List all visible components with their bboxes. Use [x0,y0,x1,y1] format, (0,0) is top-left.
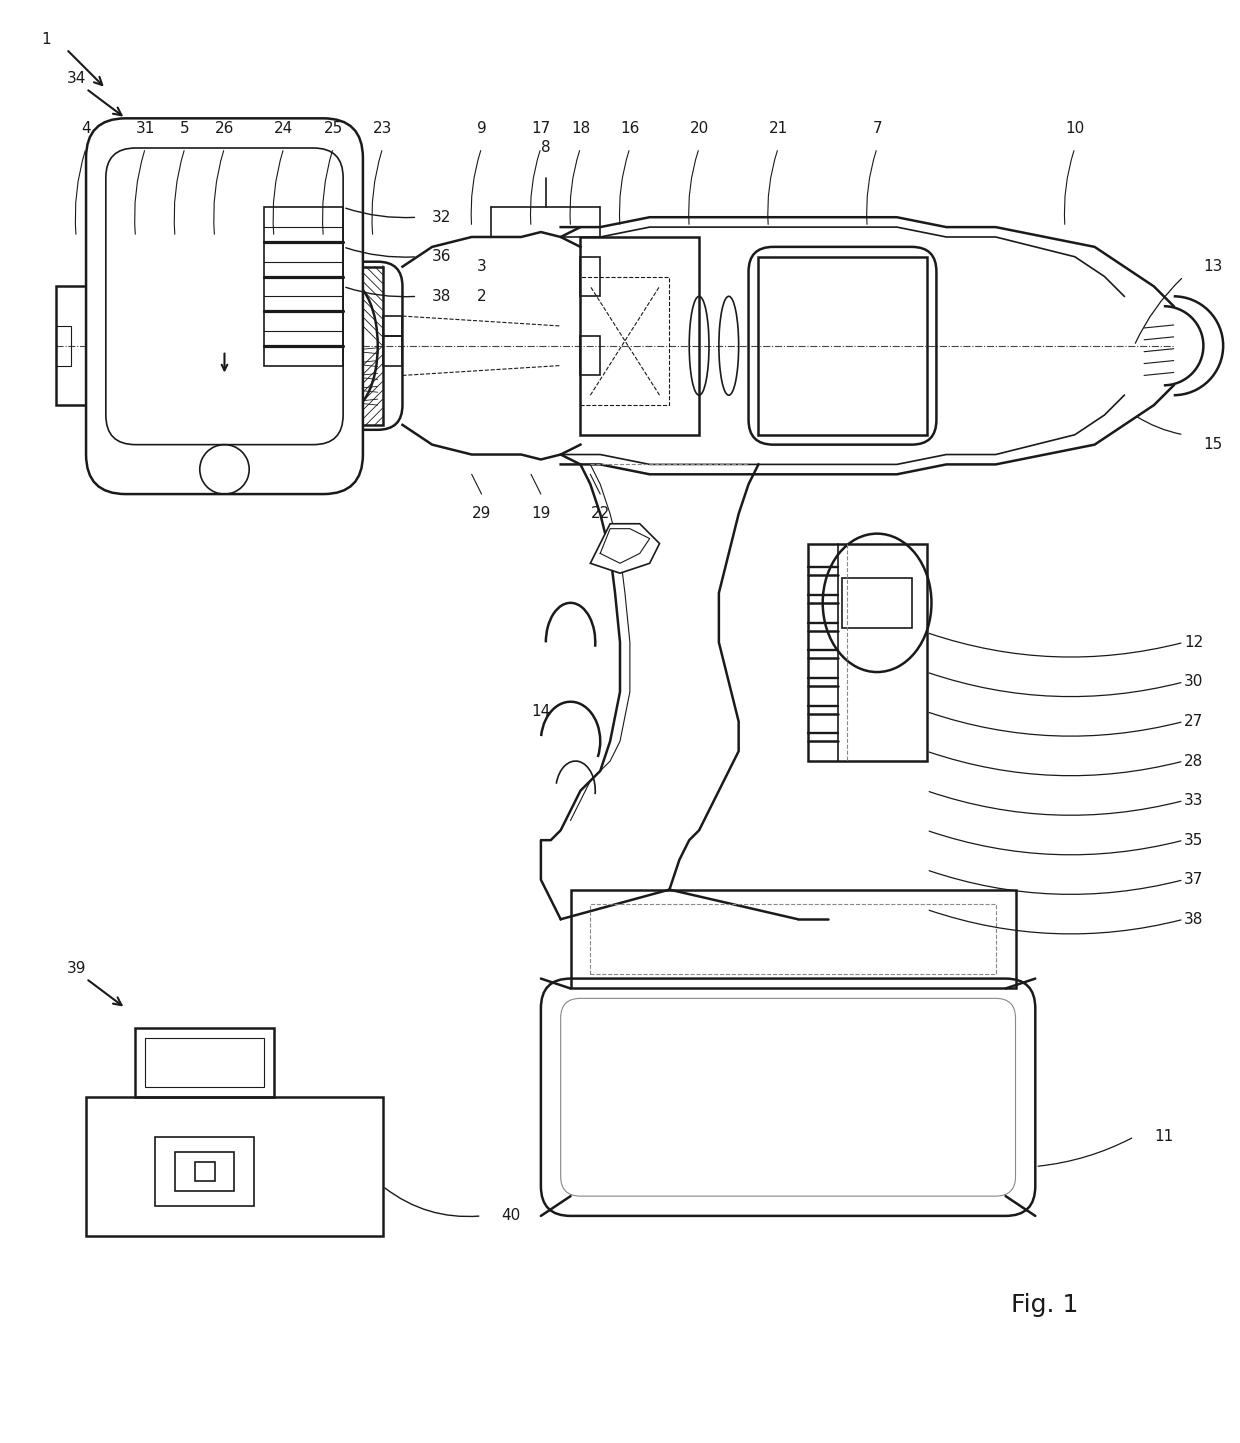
Text: 30: 30 [1184,674,1203,690]
Text: 36: 36 [432,250,451,264]
Bar [175,1152,234,1190]
Bar [580,277,670,405]
Bar [383,316,403,336]
Bar [842,579,911,628]
Text: 16: 16 [620,121,640,136]
Polygon shape [590,524,660,573]
Bar [145,1038,264,1088]
Bar [264,208,343,365]
Text: 32: 32 [432,209,451,225]
Text: 35: 35 [1184,833,1203,847]
Text: 8: 8 [541,140,551,156]
Text: 5: 5 [180,121,190,136]
Bar [56,286,86,405]
Text: 10: 10 [1065,121,1085,136]
Text: 28: 28 [1184,753,1203,769]
Bar [590,905,996,974]
Text: 12: 12 [1184,635,1203,649]
Text: 38: 38 [432,289,451,304]
Text: 22: 22 [590,506,610,521]
Bar [580,237,699,434]
Text: 15: 15 [1203,437,1223,452]
Text: 4: 4 [82,121,91,136]
FancyBboxPatch shape [86,118,363,494]
Text: 39: 39 [67,961,86,977]
Text: 24: 24 [274,121,294,136]
Text: 38: 38 [1184,912,1203,926]
Text: 33: 33 [1184,794,1203,808]
Text: 7: 7 [872,121,882,136]
Bar [155,1137,254,1206]
Bar [86,306,125,385]
Text: 9: 9 [476,121,486,136]
Bar [86,1097,383,1235]
Text: 13: 13 [1203,260,1223,274]
Text: Fig. 1: Fig. 1 [1012,1293,1079,1317]
Text: 2: 2 [476,289,486,304]
Bar [135,1027,274,1097]
Text: 40: 40 [501,1208,521,1224]
Text: 20: 20 [689,121,709,136]
Text: 23: 23 [373,121,392,136]
Bar [145,257,304,434]
Text: 29: 29 [472,506,491,521]
Text: 18: 18 [570,121,590,136]
Text: 3: 3 [476,260,486,274]
Bar [304,267,383,424]
Bar [56,326,71,365]
Bar [759,257,926,434]
Text: 26: 26 [215,121,234,136]
Text: 11: 11 [1154,1130,1173,1144]
Text: 34: 34 [67,71,86,87]
Text: 14: 14 [531,704,551,719]
Bar [580,257,600,296]
Text: 21: 21 [769,121,787,136]
Text: 19: 19 [531,506,551,521]
Bar [570,889,1016,988]
Bar [580,336,600,375]
Text: 17: 17 [531,121,551,136]
Text: 1: 1 [42,32,51,46]
Text: 37: 37 [1184,872,1203,887]
Bar [383,336,403,365]
Bar [808,544,926,760]
Bar [195,1162,215,1182]
Text: 31: 31 [135,121,155,136]
Text: 25: 25 [324,121,343,136]
Text: 27: 27 [1184,714,1203,729]
